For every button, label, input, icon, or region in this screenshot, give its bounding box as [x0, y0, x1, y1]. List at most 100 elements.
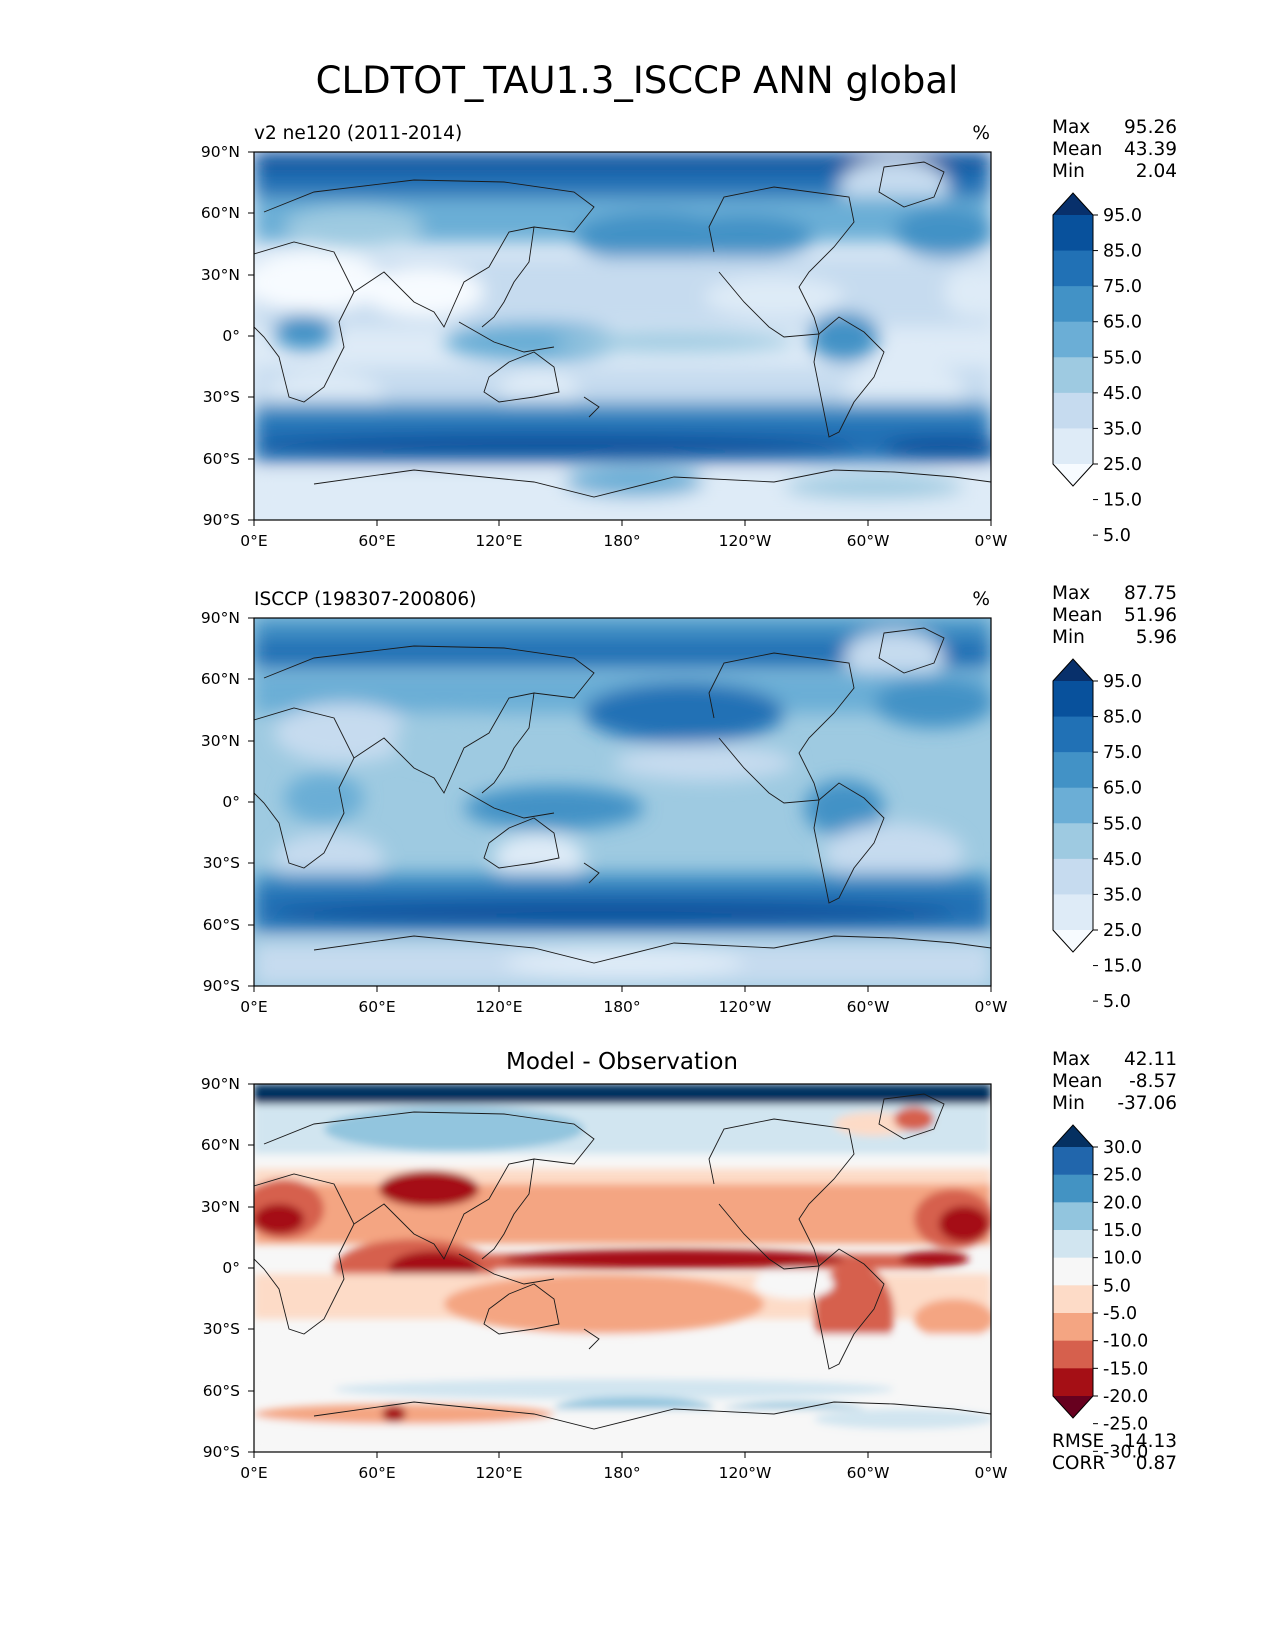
ytick-60S: 60°S — [203, 1382, 254, 1400]
ytick-30S: 30°S — [203, 388, 254, 406]
x-ticks: 0°E 60°E 120°E 180° 120°W 60°W 0°W — [240, 520, 1007, 550]
panel-title-center: Model - Observation — [506, 1049, 738, 1075]
xtick-label: 60°W — [847, 998, 890, 1016]
colorbar-tick-label: -10.0 — [1103, 1332, 1148, 1352]
coastlines — [253, 1093, 992, 1430]
ytick-label: 30°N — [201, 1198, 240, 1216]
ytick-label: 90°N — [201, 143, 240, 161]
ytick-90N: 90°N — [201, 143, 254, 161]
colorbar-tick-label: 5.0 — [1103, 1276, 1131, 1296]
colorbar-swatch — [1053, 752, 1093, 789]
colorbar-tick-label: 30.0 — [1103, 1138, 1142, 1158]
stats-block: Max 87.75 Mean 51.96 Min 5.96 — [1052, 583, 1177, 648]
colorbar-swatch — [1053, 392, 1093, 429]
xtick-label: 120°W — [719, 1464, 772, 1482]
xtick-120W: 120°W — [719, 986, 771, 1016]
x-ticks: 0°E 60°E 120°E 180° 120°W 60°W 0°W — [240, 1452, 1007, 1482]
stat-label-corr: CORR — [1052, 1453, 1105, 1474]
panel-units: % — [972, 123, 990, 144]
xtick-label: 180° — [603, 532, 640, 550]
xtick-60E: 60°E — [358, 1452, 396, 1482]
coastlines — [253, 161, 992, 498]
colorbar-tick-label: 95.0 — [1103, 206, 1142, 226]
xtick-0E: 0°E — [240, 1452, 268, 1482]
cloud-field — [254, 618, 991, 986]
ytick-label: 60°N — [201, 670, 240, 688]
ytick-30N: 30°N — [201, 1198, 254, 1216]
xtick-0W: 0°W — [975, 520, 1008, 550]
ytick-90N: 90°N — [201, 1075, 254, 1093]
colorbar-tick-label: 55.0 — [1103, 348, 1142, 368]
xtick-label: 120°E — [475, 998, 522, 1016]
xtick-180: 180° — [603, 1452, 641, 1482]
xtick-label: 0°E — [240, 998, 267, 1016]
colorbar-tick-label: 65.0 — [1103, 313, 1142, 333]
ytick-label: 90°N — [201, 609, 240, 627]
ytick-0: 0° — [222, 1259, 254, 1277]
stat-value-max: 42.11 — [1124, 1049, 1177, 1070]
stat-value-rmse: 14.13 — [1124, 1431, 1177, 1452]
colorbar-swatch — [1053, 716, 1093, 753]
colorbar-reference: 95.0 85.0 75.0 65.0 55.0 45.0 35.0 25.0 15.0 5.0 — [1052, 658, 1142, 1012]
map-test — [253, 151, 992, 521]
ytick-label: 90°S — [203, 1443, 240, 1461]
colorbar-tick-label: 85.0 — [1103, 242, 1142, 262]
error-stats: RMSE 14.13 CORR 0.87 — [1052, 1431, 1177, 1474]
y-ticks: 90°N 60°N 30°N 0° 30°S 60°S 90°S — [201, 609, 254, 995]
xtick-label: 0°W — [975, 532, 1008, 550]
ytick-60S: 60°S — [203, 916, 254, 934]
ytick-label: 60°N — [201, 1136, 240, 1154]
xtick-label: 180° — [603, 998, 640, 1016]
colorbar-extend-top — [1053, 1125, 1093, 1147]
stat-value-mean: -8.57 — [1129, 1071, 1177, 1092]
ytick-0: 0° — [222, 327, 254, 345]
colorbar-swatch — [1053, 823, 1093, 860]
stat-value-min: -37.06 — [1117, 1093, 1177, 1114]
stat-value-mean: 51.96 — [1124, 605, 1177, 626]
stat-value-max: 95.26 — [1124, 117, 1177, 138]
stat-value-min: 2.04 — [1136, 161, 1177, 182]
ytick-label: 90°S — [203, 977, 240, 995]
ytick-90S: 90°S — [203, 977, 254, 995]
colorbar-extend-bottom — [1053, 464, 1093, 486]
x-ticks: 0°E 60°E 120°E 180° 120°W 60°W 0°W — [240, 986, 1007, 1016]
colorbar-tick-label: 45.0 — [1103, 850, 1142, 870]
map-diff — [253, 1083, 992, 1453]
colorbar-tick-label: 20.0 — [1103, 1193, 1142, 1213]
ytick-label: 90°N — [201, 1075, 240, 1093]
stat-value-mean: 43.39 — [1124, 139, 1177, 160]
colorbar-swatch — [1053, 1230, 1093, 1259]
colorbar-swatch — [1053, 1340, 1093, 1369]
colorbar-tick-label: 10.0 — [1103, 1249, 1142, 1269]
stat-label-max: Max — [1052, 1049, 1090, 1070]
xtick-60W: 60°W — [847, 986, 890, 1016]
xtick-label: 60°E — [358, 1464, 395, 1482]
ytick-30N: 30°N — [201, 266, 254, 284]
coastlines — [253, 627, 992, 964]
colorbar-tick-label: 35.0 — [1103, 885, 1142, 905]
colorbar-swatch — [1053, 787, 1093, 824]
colorbar-tick-label: -20.0 — [1103, 1387, 1148, 1407]
xtick-60E: 60°E — [358, 520, 396, 550]
panel-test: v2 ne120 (2011-2014) % — [201, 117, 1177, 550]
xtick-120W: 120°W — [719, 1452, 772, 1482]
stat-value-min: 5.96 — [1136, 627, 1177, 648]
colorbar-swatch — [1053, 1313, 1093, 1342]
colorbar-swatch — [1053, 1147, 1093, 1176]
xtick-label: 120°E — [475, 1464, 522, 1482]
stat-label-rmse: RMSE — [1052, 1431, 1104, 1452]
colorbar-tick-label: 85.0 — [1103, 708, 1142, 728]
xtick-0W: 0°W — [975, 1452, 1007, 1482]
colorbar-swatch — [1053, 1368, 1093, 1397]
colorbar-swatch — [1053, 1174, 1093, 1203]
ytick-60N: 60°N — [201, 1136, 254, 1154]
colorbar-tick-label: 35.0 — [1103, 419, 1142, 439]
xtick-label: 60°E — [358, 532, 395, 550]
xtick-label: 0°E — [240, 1464, 267, 1482]
stat-label-mean: Mean — [1052, 1071, 1102, 1092]
ytick-90S: 90°S — [203, 511, 254, 529]
ytick-label: 30°S — [203, 388, 240, 406]
xtick-120E: 120°E — [475, 520, 523, 550]
ytick-60N: 60°N — [201, 670, 254, 688]
